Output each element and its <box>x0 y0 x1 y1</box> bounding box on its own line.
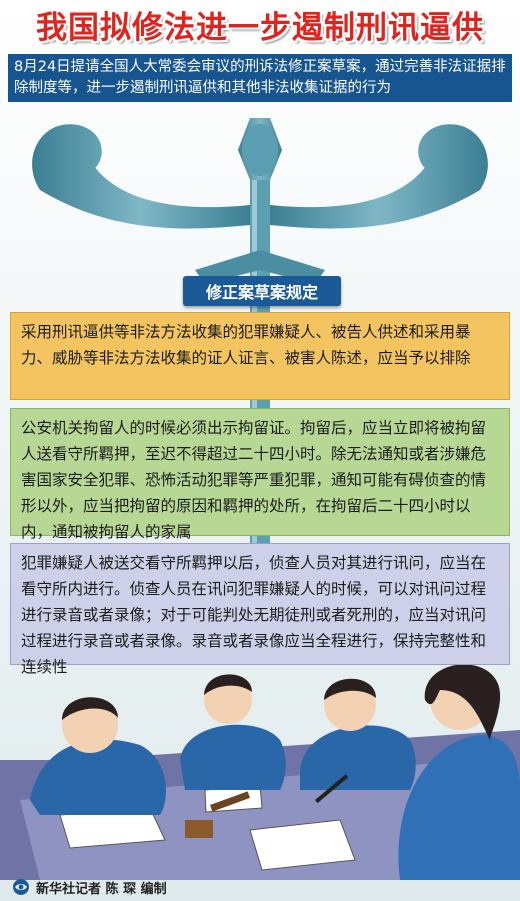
provision-box-1: 采用刑讯逼供等非法方法收集的犯罪嫌疑人、被告人供述和采用暴力、威胁等非法方法收集… <box>10 312 510 400</box>
footer-credit: 新华社记者 陈 琛 编制 <box>12 876 167 898</box>
meeting-scene-illustration <box>0 664 520 880</box>
subtitle-banner: 8月24日提请全国人大常委会审议的刑诉法修正案草案，通过完善非法证据排除制度等，… <box>8 54 512 102</box>
provision-box-3: 犯罪嫌疑人被送交看守所羁押以后，侦查人员对其进行讯问，应当在看守所内进行。侦查人… <box>10 543 510 676</box>
section-label: 修正案草案规定 <box>183 276 341 306</box>
footer-credit-text: 新华社记者 陈 琛 编制 <box>36 881 167 897</box>
provision-box-2: 公安机关拘留人的时候必须出示拘留证。拘留后，应当立即将被拘留人送看守所羁押，至迟… <box>10 408 510 541</box>
xinhua-logo-icon <box>13 879 29 895</box>
page-title: 我国拟修法进一步遏制刑讯逼供 <box>36 9 484 46</box>
